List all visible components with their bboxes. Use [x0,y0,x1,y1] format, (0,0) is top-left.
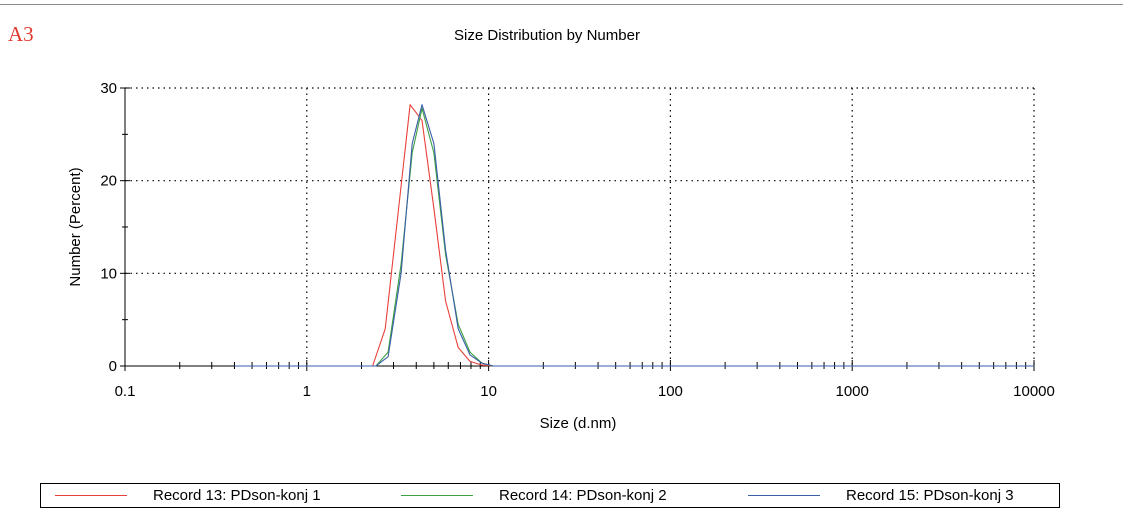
x-tick-label: 10000 [1013,383,1055,400]
tick-labels: 0.1 1 10 100 1000 10000 0 10 20 30 [100,80,1055,400]
series-layer [234,104,1034,367]
legend-item-record-15: Record 15: PDson-konj 3 [748,484,1014,507]
series-line-3 [234,104,1034,367]
legend-item-record-14: Record 14: PDson-konj 2 [401,484,667,507]
grid [125,87,1035,366]
chart-title: Size Distribution by Number [454,27,640,44]
axes [120,87,1035,371]
x-tick-label: 1000 [836,383,869,400]
series-line-2 [234,107,1034,367]
x-axis-label: Size (d.nm) [540,415,617,432]
x-tick-label: 0.1 [115,383,136,400]
y-tick-label: 20 [100,173,117,190]
legend-label-record-14: Record 14: PDson-konj 2 [499,487,667,504]
legend-label-record-15: Record 15: PDson-konj 3 [846,487,1014,504]
size-distribution-chart: Size Distribution by Number 0.1 1 10 100 100… [67,27,1055,432]
y-tick-label: 30 [100,80,117,97]
legend: Record 13: PDson-konj 1 Record 14: PDson… [40,483,1060,508]
panel-label: A3 [8,22,34,46]
legend-item-record-13: Record 13: PDson-konj 1 [55,484,321,507]
x-tick-label: 10 [480,383,497,400]
y-axis-label: Number (Percent) [67,167,84,286]
legend-label-record-13: Record 13: PDson-konj 1 [153,487,321,504]
y-tick-label: 0 [109,358,117,375]
y-tick-label: 10 [100,265,117,282]
series-line-1 [234,104,1034,367]
x-tick-label: 100 [658,383,683,400]
x-tick-label: 1 [303,383,311,400]
legend-swatch-record-15 [748,495,820,496]
legend-swatch-record-13 [55,495,127,496]
top-divider [0,4,1123,5]
legend-swatch-record-14 [401,495,473,496]
